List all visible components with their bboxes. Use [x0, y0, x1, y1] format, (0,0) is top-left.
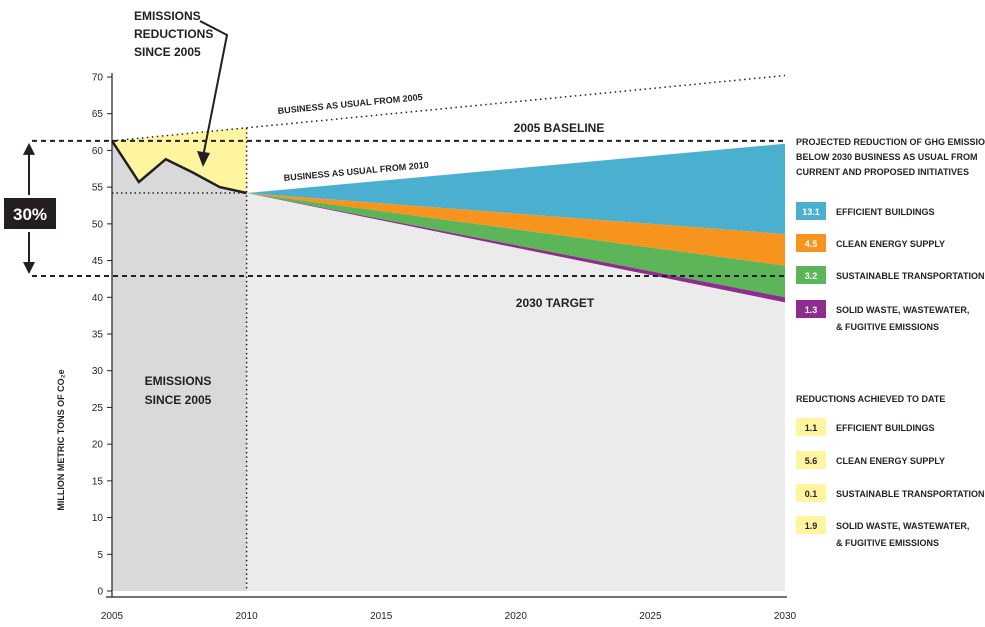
projected-legend-title-line: CURRENT AND PROPOSED INITIATIVES — [796, 167, 969, 177]
projected-legend-label: SOLID WASTE, WASTEWATER, — [836, 305, 969, 315]
percent-label: 30% — [13, 205, 47, 224]
target-label: 2030 TARGET — [516, 296, 595, 310]
area-layer — [112, 127, 786, 591]
y-axis-label: MILLION METRIC TONS OF CO₂e — [56, 369, 66, 510]
y-tick-label: 5 — [97, 550, 103, 561]
y-tick-label: 50 — [92, 219, 104, 230]
projected-legend-title-line: BELOW 2030 BUSINESS AS USUAL FROM — [796, 152, 978, 162]
y-tick-label: 0 — [97, 587, 103, 598]
wedge-efficient-buildings — [246, 143, 786, 235]
achieved-legend-label: & FUGITIVE EMISSIONS — [836, 538, 939, 548]
annotation-reductions-line: EMISSIONS — [134, 9, 201, 23]
legend-layer: PROJECTED REDUCTION OF GHG EMISSIONS BELO… — [796, 137, 985, 548]
achieved-legend-swatch — [796, 516, 826, 534]
x-tick-label: 2030 — [774, 611, 797, 622]
annotation-arrow-head — [197, 151, 210, 167]
annotation-reductions-line: SINCE 2005 — [134, 45, 201, 59]
projected-legend-swatch — [796, 266, 826, 284]
achieved-legend-label: EFFICIENT BUILDINGS — [836, 423, 935, 433]
future-emissions-area — [246, 193, 786, 591]
achieved-legend-swatch — [796, 418, 826, 436]
achieved-legend-value: 0.1 — [805, 489, 818, 499]
achieved-legend-value: 1.9 — [805, 521, 818, 531]
x-tick-label: 2015 — [370, 611, 393, 622]
projected-legend-value: 4.5 — [805, 239, 818, 249]
bracket-up-arrowhead — [23, 142, 35, 155]
projected-legend-swatch — [796, 234, 826, 252]
emissions-line — [110, 140, 247, 195]
projected-legend-value: 13.1 — [802, 207, 820, 217]
achieved-legend-title: REDUCTIONS ACHIEVED TO DATE — [796, 394, 945, 404]
y-tick-label: 30 — [92, 366, 104, 377]
achieved-legend-value: 1.1 — [805, 423, 818, 433]
line-layer — [32, 74, 786, 591]
y-tick-label: 40 — [92, 293, 104, 304]
annotation-arrow-line — [199, 20, 229, 158]
projected-legend-label: & FUGITIVE EMISSIONS — [836, 322, 939, 332]
y-tick-label: 20 — [92, 440, 104, 451]
y-tick-label: 65 — [92, 109, 104, 120]
x-tick-label: 2020 — [505, 611, 528, 622]
achieved-legend-swatch — [796, 484, 826, 502]
projected-legend-label: EFFICIENT BUILDINGS — [836, 207, 935, 217]
percent-badge — [4, 198, 56, 229]
y-tick-label: 25 — [92, 403, 104, 414]
reductions-to-date-area — [112, 127, 247, 193]
x-tick-label: 2010 — [235, 611, 258, 622]
annotation-emissions-line: SINCE 2005 — [145, 393, 212, 407]
achieved-legend-label: CLEAN ENERGY SUPPLY — [836, 456, 945, 466]
y-tick-label: 70 — [92, 73, 104, 84]
annotation-emissions-line: EMISSIONS — [145, 374, 212, 388]
achieved-legend-value: 5.6 — [805, 456, 818, 466]
achieved-legend-swatch — [796, 451, 826, 469]
x-tick-label: 2005 — [101, 611, 124, 622]
y-tick-label: 55 — [92, 183, 104, 194]
emissions-since-2005-area — [112, 140, 247, 591]
y-tick-label: 60 — [92, 146, 104, 157]
y-tick-label: 10 — [92, 513, 104, 524]
x-tick-label: 2025 — [639, 611, 662, 622]
achieved-legend-label: SUSTAINABLE TRANSPORTATION — [836, 489, 985, 499]
projected-legend-swatch — [796, 202, 826, 220]
y-tick-label: 45 — [92, 256, 104, 267]
bracket-down-arrowhead — [23, 261, 35, 274]
projected-legend-value: 3.2 — [805, 271, 818, 281]
achieved-legend-label: SOLID WASTE, WASTEWATER, — [836, 521, 969, 531]
projected-legend-label: SUSTAINABLE TRANSPORTATION — [836, 271, 985, 281]
wedge-solid-waste-wastewater-fugitive-emissions — [246, 193, 786, 303]
projected-legend-value: 1.3 — [805, 305, 818, 315]
projected-legend-label: CLEAN ENERGY SUPPLY — [836, 239, 945, 249]
projected-legend-title-line: PROJECTED REDUCTION OF GHG EMISSIONS — [796, 137, 985, 147]
y-tick-label: 15 — [92, 476, 104, 487]
y-tick-label: 35 — [92, 330, 104, 341]
annotation-reductions-line: REDUCTIONS — [134, 27, 213, 41]
projected-legend-swatch — [796, 300, 826, 318]
baseline-label: 2005 BASELINE — [514, 121, 605, 135]
